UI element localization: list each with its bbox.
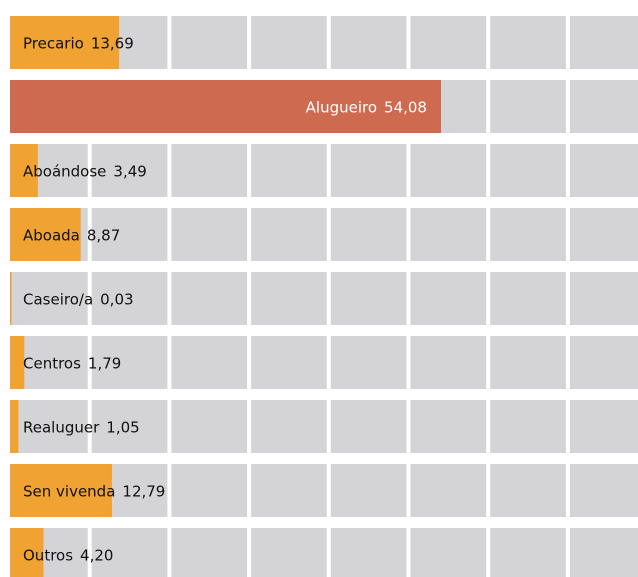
bar — [10, 144, 38, 197]
row-background — [10, 464, 638, 517]
bar — [10, 16, 120, 69]
row-background — [10, 400, 638, 453]
bar — [10, 208, 81, 261]
category-label: Aboándose — [23, 162, 106, 180]
bar-label: Realuguer 1,05 — [23, 418, 140, 436]
category-label: Centros — [23, 354, 81, 372]
category-label: Realuguer — [23, 418, 100, 436]
value-label: 8,87 — [87, 226, 120, 244]
category-label: Caseiro/a — [23, 290, 93, 308]
category-label: Outros — [23, 546, 73, 564]
row-background — [10, 144, 638, 197]
bar — [10, 528, 44, 577]
category-label: Alugueiro — [306, 98, 377, 116]
bar-label: Sen vivenda 12,79 — [23, 482, 165, 500]
row-background — [10, 208, 638, 261]
value-label: 4,20 — [80, 546, 113, 564]
value-label: 12,79 — [122, 482, 165, 500]
row-background — [10, 336, 638, 389]
bar-label: Aboándose 3,49 — [23, 162, 147, 180]
value-label: 1,79 — [88, 354, 121, 372]
value-label: 0,03 — [100, 290, 133, 308]
bar-label: Aboada 8,87 — [23, 226, 120, 244]
bar-label: Precario 13,69 — [23, 34, 134, 52]
bar-label: Outros 4,20 — [23, 546, 113, 564]
bar — [10, 400, 19, 453]
value-label: 13,69 — [91, 34, 134, 52]
category-label: Aboada — [23, 226, 80, 244]
value-label: 3,49 — [113, 162, 146, 180]
bar — [10, 464, 112, 517]
value-label: 1,05 — [106, 418, 139, 436]
bar — [10, 80, 441, 133]
value-label: 54,08 — [384, 98, 427, 116]
row-background — [10, 272, 638, 325]
row-background — [10, 528, 638, 577]
bar — [10, 336, 25, 389]
bar — [10, 272, 12, 325]
category-label: Sen vivenda — [23, 482, 115, 500]
bar-label: Caseiro/a 0,03 — [23, 290, 134, 308]
bar-label: Alugueiro 54,08 — [306, 98, 427, 116]
bar-label: Centros 1,79 — [23, 354, 121, 372]
category-label: Precario — [23, 34, 84, 52]
